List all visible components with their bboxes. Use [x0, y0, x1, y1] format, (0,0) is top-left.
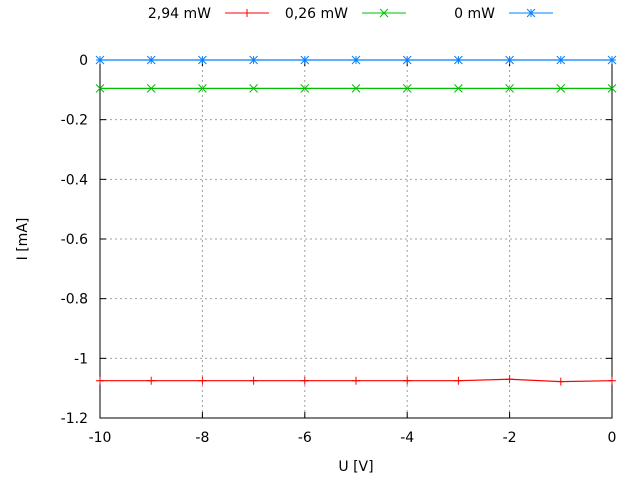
data-point	[147, 376, 156, 385]
marker-part	[402, 83, 412, 93]
y-axis-label: I [mA]	[15, 218, 31, 261]
data-point	[505, 375, 514, 384]
data-point	[300, 83, 310, 93]
marker-part	[505, 83, 514, 93]
data-point	[556, 55, 566, 65]
legend-marker	[379, 8, 389, 18]
data-point	[608, 376, 616, 385]
data-point	[505, 55, 514, 65]
y-tick-label: -0.8	[61, 292, 88, 308]
data-point	[403, 376, 412, 385]
marker-part	[146, 55, 156, 65]
data-point	[300, 55, 310, 65]
data-point	[352, 376, 360, 385]
marker-part	[351, 55, 361, 65]
marker-part	[300, 55, 310, 65]
marker-part	[556, 83, 566, 93]
x-tick-label: -6	[298, 430, 312, 446]
x-tick-label: -4	[400, 430, 414, 446]
y-tick-label: -1.2	[61, 411, 88, 427]
data-point	[351, 83, 361, 93]
x-tick-label: -10	[89, 430, 112, 446]
data-point	[146, 83, 156, 93]
data-point	[95, 83, 105, 93]
marker-part	[95, 83, 105, 93]
data-point	[146, 55, 156, 65]
data-point	[607, 83, 617, 93]
marker-part	[249, 83, 258, 93]
data-point	[198, 55, 207, 65]
data-point	[454, 55, 463, 65]
data-point	[556, 377, 565, 386]
marker-part	[300, 83, 310, 93]
data-point	[454, 376, 463, 385]
marker-part	[607, 83, 617, 93]
data-point	[607, 55, 617, 65]
data-point	[556, 83, 566, 93]
marker-part	[556, 55, 566, 65]
data-point	[249, 55, 258, 65]
marker-part	[607, 55, 617, 65]
y-tick-label: -0.2	[61, 113, 88, 129]
marker-part	[505, 55, 514, 65]
legend-label: 0 mW	[454, 6, 495, 22]
x-axis-label: U [V]	[338, 459, 373, 475]
marker-part	[198, 55, 207, 65]
data-point	[249, 83, 258, 93]
x-tick-label: 0	[608, 430, 617, 446]
data-point	[249, 376, 258, 385]
data-point	[198, 83, 207, 93]
data-point	[402, 55, 412, 65]
legend-marker	[526, 8, 536, 18]
marker-part	[402, 55, 412, 65]
marker-part	[454, 83, 463, 93]
marker-part	[198, 83, 207, 93]
marker-part	[351, 83, 361, 93]
data-point	[454, 83, 463, 93]
data-point	[300, 376, 309, 385]
x-tick-label: -2	[503, 430, 517, 446]
y-tick-label: 0	[79, 53, 88, 69]
marker-part	[95, 55, 105, 65]
marker-part	[249, 55, 258, 65]
data-point	[96, 376, 104, 385]
data-point	[402, 83, 412, 93]
marker-part	[146, 83, 156, 93]
marker-part	[526, 8, 536, 18]
legend-label: 0,26 mW	[285, 6, 348, 22]
data-point	[505, 83, 514, 93]
data-point	[198, 376, 207, 385]
data-point	[351, 55, 361, 65]
data-point	[95, 55, 105, 65]
legend-marker	[243, 9, 251, 17]
legend-label: 2,94 mW	[148, 6, 211, 22]
y-tick-label: -1	[74, 351, 88, 367]
x-tick-label: -8	[195, 430, 209, 446]
marker-part	[454, 55, 463, 65]
y-tick-label: -0.6	[61, 232, 88, 248]
marker-part	[379, 8, 389, 18]
y-tick-label: -0.4	[61, 172, 88, 188]
